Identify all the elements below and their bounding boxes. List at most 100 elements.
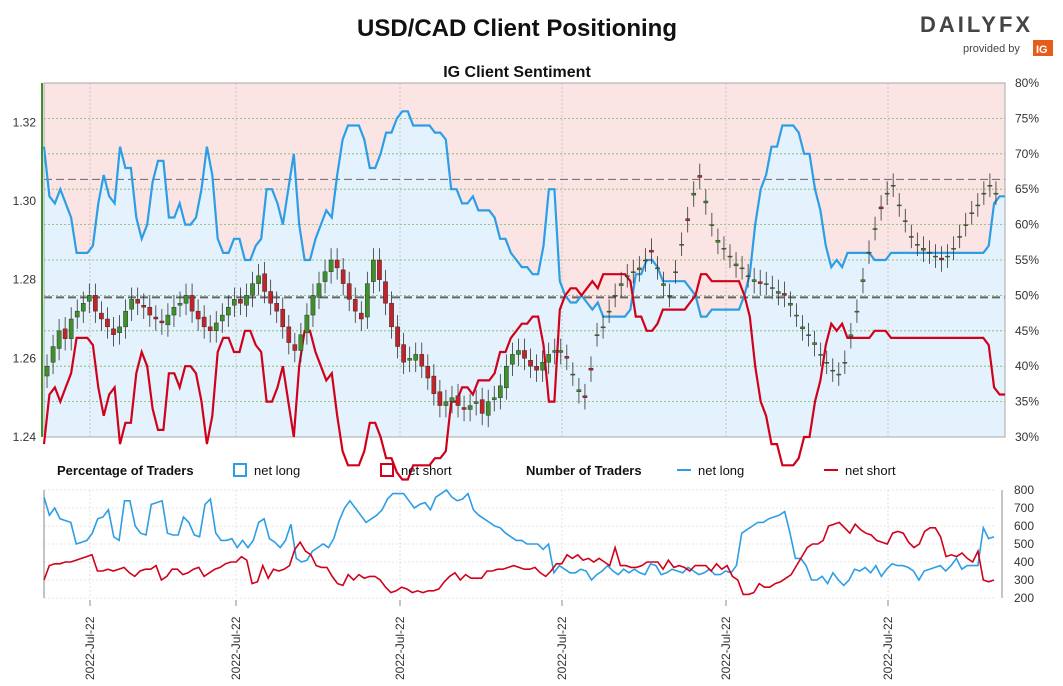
candle-body — [159, 320, 165, 324]
candle-body — [981, 192, 987, 195]
candle-body — [50, 346, 56, 363]
candle-body — [528, 360, 533, 367]
legend-label-net-short: net short — [401, 463, 452, 478]
legend-swatch-net-long — [233, 463, 247, 477]
candle-body — [957, 236, 962, 238]
number-net-long-line — [43, 488, 995, 587]
price-tick-label: 1.32 — [13, 115, 37, 129]
candle-body — [87, 295, 92, 302]
candle-body — [552, 350, 558, 353]
candle-body — [153, 316, 159, 320]
candle-body — [473, 401, 479, 404]
candle-body — [219, 314, 225, 322]
candle-body — [854, 310, 860, 313]
candle-body — [443, 401, 449, 406]
candle-body — [340, 269, 346, 284]
candle-body — [878, 206, 884, 210]
candle-body — [751, 279, 757, 282]
candle-body — [866, 251, 872, 254]
candle-body — [226, 307, 231, 316]
candle-body — [479, 399, 485, 414]
candle-body — [757, 281, 763, 284]
candle-body — [987, 185, 993, 187]
date-axis: 2022-Jul-22 2022-Jul-22 2022-Jul-22 2022-Ju… — [83, 600, 895, 680]
candle-body — [975, 204, 981, 207]
candle-body — [969, 212, 975, 215]
number-tick-label: 400 — [1014, 555, 1034, 569]
candle-body — [673, 271, 678, 273]
number-tick-label: 600 — [1014, 519, 1034, 533]
candle-body — [268, 291, 273, 304]
candle-body — [896, 204, 902, 207]
candle-body — [860, 279, 866, 282]
candle-body — [256, 275, 261, 284]
candle-body — [389, 303, 394, 328]
candle-body — [346, 283, 352, 300]
candle-body — [419, 354, 425, 367]
candle-body — [310, 295, 316, 316]
candle-body — [649, 249, 654, 253]
candle-body — [588, 367, 594, 371]
candle-body — [292, 344, 298, 351]
date-label: 2022-Jul-22 — [83, 616, 97, 680]
candle-body — [352, 299, 358, 312]
candle-body — [890, 185, 896, 187]
candle-body — [848, 334, 854, 337]
candle-body — [171, 307, 177, 316]
candle-body — [788, 303, 793, 306]
date-label: 2022-Jul-22 — [719, 616, 733, 680]
candle-body — [250, 283, 255, 296]
price-tick-label: 1.30 — [13, 194, 37, 208]
candle-body — [558, 350, 564, 353]
candle-body — [491, 397, 497, 400]
candle-body — [703, 200, 709, 204]
candle-body — [927, 251, 932, 254]
candle-body — [516, 350, 521, 355]
candle-body — [244, 295, 249, 306]
candle-body — [93, 295, 98, 312]
candle-body — [812, 342, 817, 345]
candle-body — [431, 375, 437, 394]
candle-body — [576, 389, 582, 392]
upper-panel: 1.24 1.26 1.28 1.30 1.32 30% 35% 40% 45% 50% 55% 60… — [13, 76, 1039, 481]
candle-body — [800, 326, 805, 330]
candle-body — [739, 267, 745, 270]
candle-body — [655, 267, 660, 270]
percent-tick-label: 45% — [1015, 324, 1039, 338]
legend-label-number-net-long: net long — [698, 463, 744, 478]
number-net-short-line — [43, 521, 995, 596]
candle-body — [921, 247, 926, 251]
candle-body — [195, 310, 201, 320]
candle-body — [727, 255, 733, 258]
pct-net-long-line — [42, 110, 1005, 318]
candle-body — [715, 240, 721, 243]
candle-body — [407, 358, 412, 361]
candle-body — [365, 283, 370, 318]
candle-body — [135, 299, 140, 304]
candle-body — [455, 395, 461, 406]
candle-body — [147, 307, 153, 316]
candle-body — [383, 281, 388, 304]
candle-body — [413, 354, 419, 361]
date-label: 2022-Jul-22 — [881, 616, 895, 680]
candle-body — [637, 267, 642, 271]
candle-body — [902, 220, 908, 222]
percent-tick-label: 50% — [1015, 288, 1039, 302]
candle-body — [721, 247, 727, 250]
candle-body — [461, 407, 467, 410]
plot-border — [43, 82, 1006, 438]
candle-body — [334, 259, 340, 269]
brand-logo: DAILYFX — [920, 12, 1033, 37]
candle-body — [830, 369, 836, 372]
candle-body — [99, 312, 104, 320]
candle-body — [105, 318, 110, 328]
date-label: 2022-Jul-22 — [555, 616, 569, 680]
percent-tick-label: 30% — [1015, 430, 1039, 444]
candle-body — [951, 247, 956, 250]
candle-body — [691, 192, 697, 196]
candle-body — [909, 236, 914, 238]
candle-body — [806, 334, 811, 336]
brand-tagline: provided by — [963, 43, 1020, 55]
candle-body — [316, 283, 322, 298]
